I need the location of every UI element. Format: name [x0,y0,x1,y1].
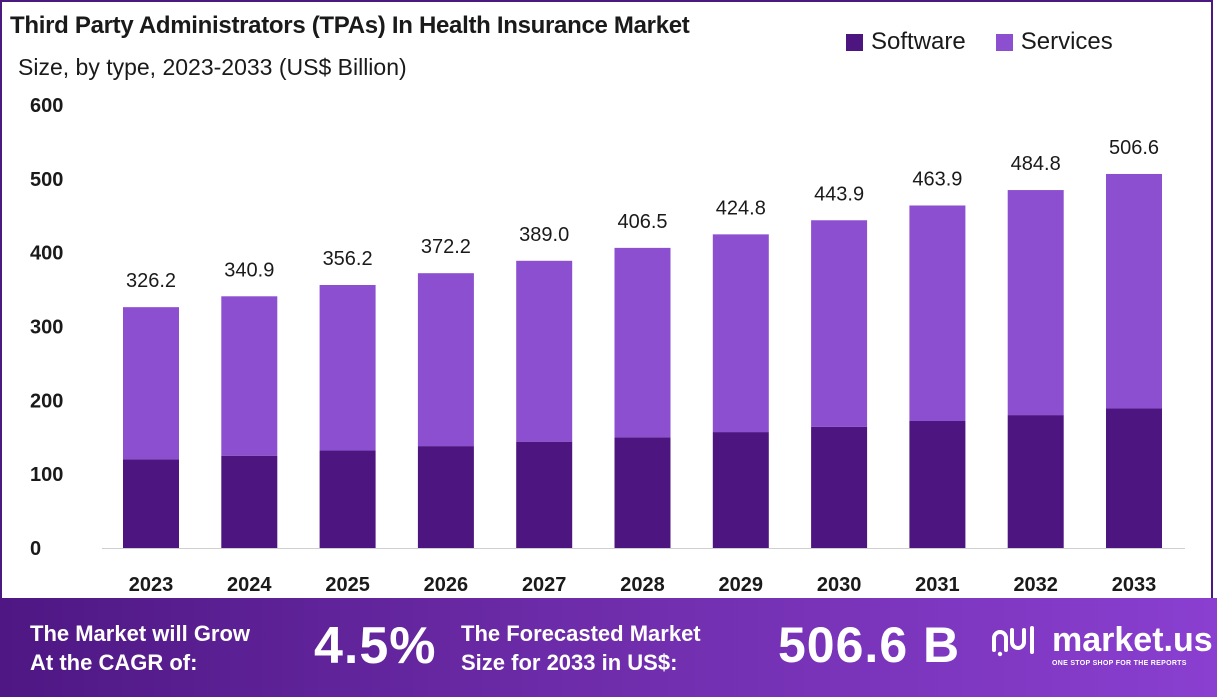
data-label-total: 484.8 [1011,153,1061,175]
cagr-label-line2: At the CAGR of: [30,650,198,675]
bar-services-2028 [614,247,671,438]
data-label-total: 406.5 [617,211,667,233]
cagr-value: 4.5% [314,617,437,675]
data-label-total: 463.9 [912,168,962,190]
bar-services-2030 [811,220,868,427]
brand-logo: market.us ONE STOP SHOP FOR THE REPORTS [990,621,1213,667]
bar-services-2029 [712,234,769,433]
bar-software-2032 [1007,415,1064,548]
data-label-total: 424.8 [716,197,766,219]
x-tick-label: 2033 [1112,574,1157,596]
legend-item-services: Services [995,28,1113,56]
x-tick-label: 2028 [620,574,665,596]
bar-software-2033 [1106,408,1162,548]
x-tick-label: 2030 [817,574,862,596]
forecast-label: The Forecasted Market Size for 2033 in U… [461,619,701,677]
data-label-total: 372.2 [421,236,471,258]
bar-services-2024 [221,296,278,456]
summary-banner: The Market will Grow At the CAGR of: 4.5… [0,598,1217,697]
y-tick-label: 200 [30,390,63,412]
x-tick-label: 2029 [719,574,764,596]
y-tick-label: 300 [30,317,63,339]
chart-title: Third Party Administrators (TPAs) In Hea… [10,12,690,39]
bar-services-2033 [1106,173,1162,409]
chart-subtitle: Size, by type, 2023-2033 (US$ Billion) [18,54,407,80]
bar-services-2027 [516,260,573,442]
y-tick-label: 500 [30,169,63,191]
bar-software-2023 [123,459,179,548]
data-label-total: 340.9 [224,259,274,281]
x-tick-label: 2031 [915,574,960,596]
legend-label-software: Software [871,28,966,55]
forecast-label-line2: Size for 2033 in US$: [461,650,678,675]
legend-label-services: Services [1020,28,1113,55]
x-tick-label: 2032 [1013,574,1058,596]
x-tick-label: 2027 [522,574,567,596]
legend-swatch-services [995,33,1013,51]
chart-legend: Software Services [846,28,1143,56]
forecast-label-line1: The Forecasted Market [461,621,701,646]
y-tick-label: 100 [30,464,63,486]
bar-services-2025 [319,285,376,451]
x-tick-label: 2023 [129,574,174,596]
y-tick-label: 400 [30,243,63,265]
legend-item-software: Software [846,28,966,56]
bar-services-2026 [417,273,474,447]
bar-chart-plot: 0 100 200 300 400 500 600 326.2 2023 340.9 2024 356… [30,95,1185,596]
bar-software-2030 [811,426,868,548]
bar-software-2027 [516,441,573,548]
brand-name: market.us [1052,621,1213,659]
forecast-value: 506.6 B [778,617,961,673]
x-tick-label: 2026 [424,574,469,596]
bar-services-2023 [123,307,179,460]
bar-software-2028 [614,437,671,548]
bar-software-2026 [417,446,474,548]
bar-software-2025 [319,450,376,548]
data-label-total: 356.2 [323,248,373,270]
data-label-total: 389.0 [519,224,569,246]
y-tick-label: 0 [30,538,41,560]
bar-software-2031 [909,421,966,548]
bar-software-2029 [712,432,769,548]
legend-swatch-software [846,33,863,51]
market-us-logo-icon [992,626,1034,657]
data-label-total: 443.9 [814,183,864,205]
bar-services-2031 [909,205,966,422]
x-tick-label: 2024 [227,574,272,596]
data-label-total: 506.6 [1109,137,1159,159]
cagr-label: The Market will Grow At the CAGR of: [30,619,250,677]
brand-tagline: ONE STOP SHOP FOR THE REPORTS [1052,660,1187,667]
data-label-total: 326.2 [126,270,176,292]
bar-software-2024 [221,455,278,548]
x-tick-label: 2025 [325,574,370,596]
y-tick-label: 600 [30,95,63,117]
cagr-label-line1: The Market will Grow [30,621,251,646]
bar-services-2032 [1007,190,1064,416]
